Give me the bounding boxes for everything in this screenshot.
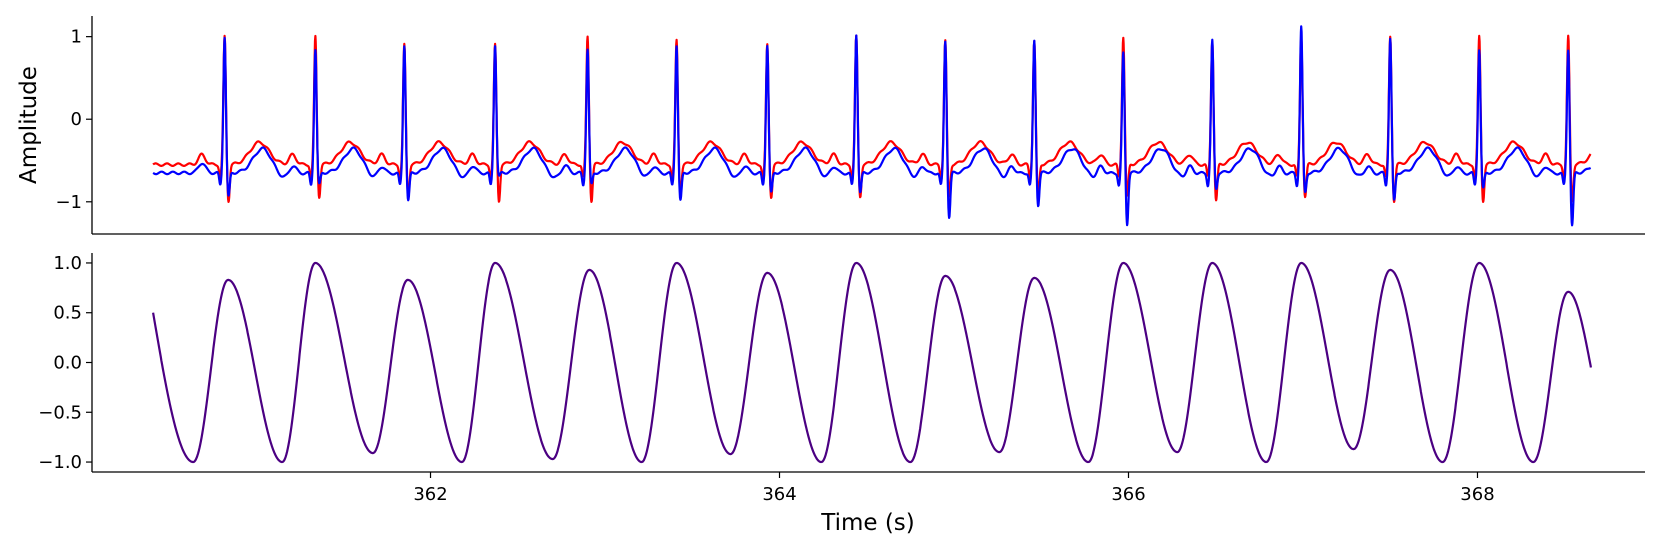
ecg-blue-line: [152, 25, 1592, 227]
y-tick-label: −1: [55, 192, 82, 213]
y-tick-label: 0.5: [53, 303, 82, 324]
x-tick-label: 362: [413, 484, 447, 505]
top-y-axis-label: Amplitude: [16, 66, 42, 184]
bottom-series-lines: [152, 261, 1592, 464]
y-tick-label: 0: [71, 109, 82, 130]
y-tick-label: 0.0: [53, 353, 82, 374]
x-tick-label: 366: [1111, 484, 1145, 505]
bottom-panel: 1.0 0.5 0.0 −0.5 −1.0 362 364 366 368 Time (s): [38, 253, 1645, 536]
bottom-y-ticks: 1.0 0.5 0.0 −0.5 −1.0: [38, 253, 92, 473]
top-y-ticks: 1 0 −1: [55, 27, 92, 213]
x-tick-label: 364: [762, 484, 796, 505]
bottom-x-ticks: 362 364 366 368: [413, 472, 1495, 505]
y-tick-label: 1: [71, 27, 82, 48]
y-tick-label: −1.0: [38, 452, 82, 473]
x-tick-label: 368: [1460, 484, 1494, 505]
ecg-red-line: [152, 34, 1592, 203]
top-series-lines: [152, 25, 1592, 227]
respiration-purple-line: [152, 261, 1592, 464]
y-tick-label: −0.5: [38, 402, 82, 423]
y-tick-label: 1.0: [53, 253, 82, 274]
top-panel: 1 0 −1 Amplitude: [16, 16, 1645, 235]
x-axis-label: Time (s): [820, 510, 915, 536]
